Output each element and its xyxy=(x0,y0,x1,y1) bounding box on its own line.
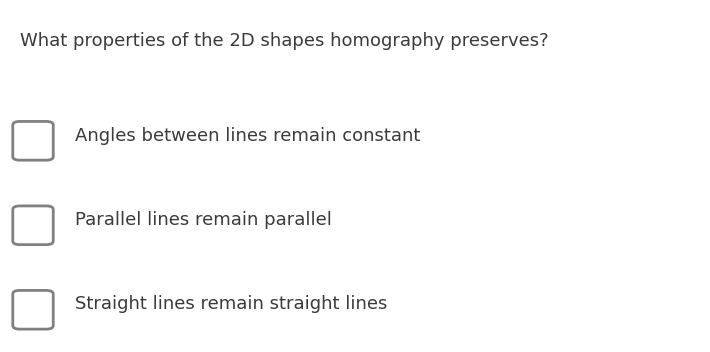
FancyBboxPatch shape xyxy=(13,290,53,329)
Text: What properties of the 2D shapes homography preserves?: What properties of the 2D shapes homogra… xyxy=(20,32,549,50)
Text: Straight lines remain straight lines: Straight lines remain straight lines xyxy=(75,295,387,314)
Text: Angles between lines remain constant: Angles between lines remain constant xyxy=(75,126,420,145)
FancyBboxPatch shape xyxy=(13,206,53,245)
FancyBboxPatch shape xyxy=(13,121,53,160)
Text: Parallel lines remain parallel: Parallel lines remain parallel xyxy=(75,211,332,229)
